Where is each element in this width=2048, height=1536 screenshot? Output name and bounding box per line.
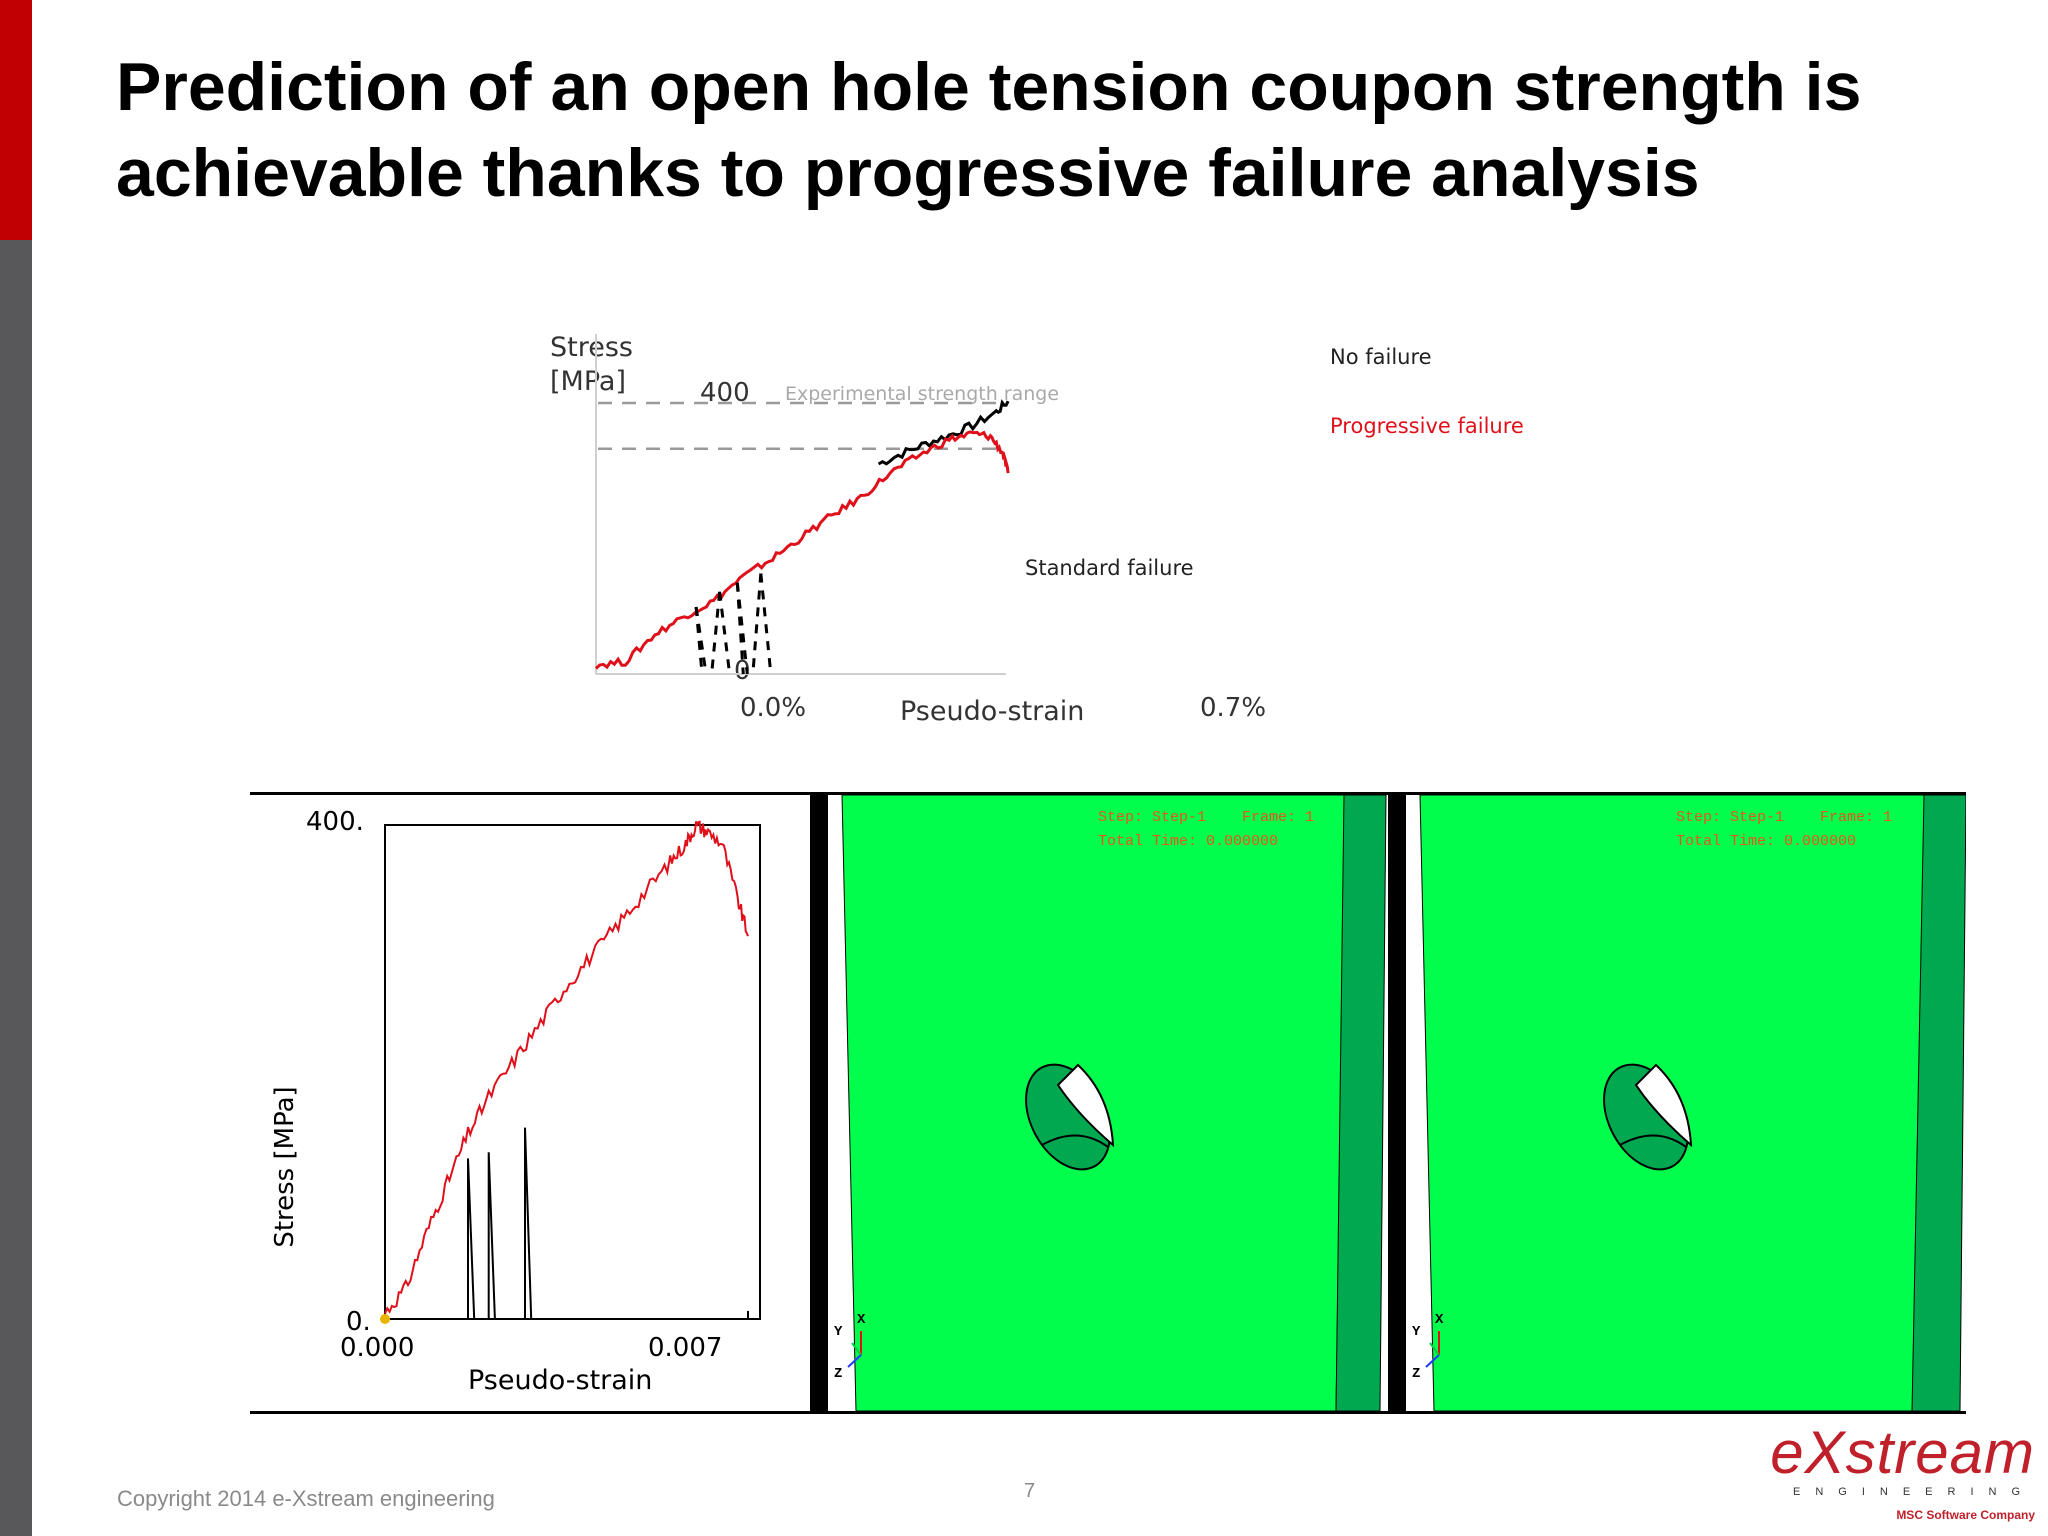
triad-z-label: Z [834,1366,842,1382]
top-ylabel-2: [MPa] [550,366,626,397]
sidebar-bar [0,0,32,1536]
hole-inner-edge [1619,1134,1687,1148]
copyright: Copyright 2014 e-Xstream engineering [117,1486,495,1511]
viewport-1[interactable]: X Y Z Step: Step-1 Frame: 1 Total Time: … [828,795,1388,1411]
triad-z-axis [1425,1354,1440,1368]
label-standard: Standard failure [1025,556,1194,580]
hole-opening [1634,1063,1693,1148]
slide-title: Prediction of an open hole tension coupo… [116,44,1996,216]
hole-opening [1056,1063,1115,1148]
standard-failure-branch [710,591,722,675]
viewport-2-info-2: Total Time: 0.000000 [1676,833,1857,850]
bottom-standard-failure-spike [467,1158,476,1320]
bottom-panel: 400. 0. 0.000 0.007 Pseudo-strain Stress… [250,792,1966,1414]
bottom-plot-frame [384,824,761,1320]
standard-failure-branch [735,582,749,675]
divider-2 [1388,795,1406,1411]
mesh-edge [1335,795,1387,1411]
viewport-1-info-1: Step: Step-1 Frame: 1 [1098,809,1315,826]
triad-y-label: Y [1412,1324,1421,1340]
triad-x-label: X [857,1312,866,1328]
top-ylabel-1: Stress [550,332,633,363]
triad-x-label: X [1435,1312,1444,1328]
divider-1 [810,795,828,1411]
top-xlabel: Pseudo-strain [900,696,1084,727]
mesh-2: X Y Z [1412,795,1966,1411]
top-chart: Stress [MPa] 400 0 0.0% 0.7% Pseudo-stra… [550,332,1524,727]
triad-y-axis [1429,1342,1440,1356]
bottom-xtick-007: 0.007 [648,1333,722,1363]
panel-bottom-rule [250,1411,1966,1414]
bottom-ytick-0: 0. [346,1307,371,1337]
viewport-2[interactable]: X Y Z Step: Step-1 Frame: 1 Total Time: … [1406,795,1966,1411]
bottom-ylabel: Stress [MPa] [270,1086,300,1247]
logo-tagline: ENGINEERING [1792,1486,2035,1498]
triad-z-label: Z [1412,1366,1420,1382]
standard-failure-branch [694,606,704,675]
viewport-2-info-1: Step: Step-1 Frame: 1 [1676,809,1893,826]
bottom-standard-failure-spike [524,1127,533,1320]
label-progressive: Progressive failure [1330,414,1524,438]
bottom-series-response [384,820,749,1314]
bottom-chart: 400. 0. 0.000 0.007 Pseudo-strain Stress… [270,807,761,1396]
mesh-1: X Y Z [834,795,1387,1411]
mesh-edge [1911,795,1966,1411]
standard-failure-branch [759,573,773,675]
band-label: Experimental strength range [785,383,1059,405]
logo-company: MSC Software Company [1896,1508,2035,1522]
standard-failure-branch [694,606,708,675]
bottom-origin-marker [380,1314,390,1324]
series-no-failure [877,399,1010,466]
title-line-1: Prediction of an open hole tension coupo… [116,49,1862,125]
triad-y-label: Y [834,1324,843,1340]
panel-top-rule [250,792,1966,795]
triad-z-axis [847,1354,862,1368]
series-progressive-failure [594,430,1010,670]
accent-bar [0,0,32,240]
hole-inner-edge [1041,1134,1109,1148]
bottom-xtick-0: 0.000 [340,1333,414,1363]
standard-failure-branch [751,573,763,675]
page-number: 7 [1024,1480,1036,1502]
standard-failure-branch [718,591,732,675]
company-logo: eXstream ENGINEERING MSC Software Compan… [1755,1418,2035,1528]
standard-failure-branch [735,582,745,675]
bottom-ytick-400: 400. [306,807,364,837]
logo-brand: eXstream [1770,1419,2035,1486]
bottom-standard-failure-spike [487,1152,496,1320]
title-line-2: achievable thanks to progressive failure… [116,135,1700,211]
triad-y-axis [851,1342,862,1356]
viewport-1-info-2: Total Time: 0.000000 [1098,833,1279,850]
top-xtick-0: 0.0% [740,693,806,723]
label-no-failure: No failure [1330,345,1432,369]
bottom-xlabel: Pseudo-strain [468,1365,652,1396]
top-xtick-07: 0.7% [1200,693,1266,723]
